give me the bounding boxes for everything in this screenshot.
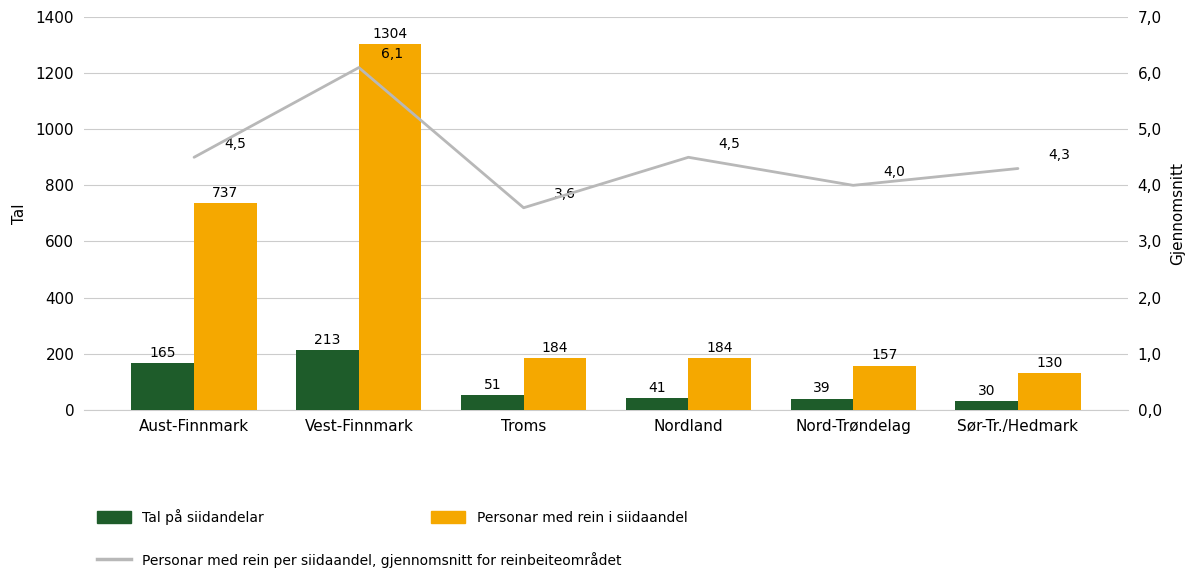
Bar [853, 366, 916, 410]
Bar [132, 364, 194, 410]
Text: 51: 51 [484, 378, 502, 392]
Text: 6,1: 6,1 [380, 47, 403, 61]
Bar [1018, 373, 1080, 410]
Text: 30: 30 [978, 384, 995, 398]
Legend: Personar med rein per siidaandel, gjennomsnitt for reinbeiteområdet: Personar med rein per siidaandel, gjenno… [91, 546, 628, 569]
Text: 737: 737 [212, 185, 239, 200]
Bar [296, 350, 359, 410]
Y-axis label: Tal: Tal [12, 203, 28, 224]
Bar [955, 401, 1018, 410]
Text: 4,0: 4,0 [883, 164, 905, 179]
Bar [359, 44, 421, 410]
Text: 39: 39 [814, 381, 830, 395]
Bar [194, 203, 257, 410]
Y-axis label: Gjennomsnitt: Gjennomsnitt [1170, 162, 1186, 265]
Bar [689, 358, 751, 410]
Bar [523, 358, 587, 410]
Text: 184: 184 [541, 341, 568, 354]
Text: 157: 157 [871, 348, 898, 362]
Text: 3,6: 3,6 [554, 187, 576, 201]
Text: 1304: 1304 [372, 27, 408, 40]
Text: 4,5: 4,5 [719, 137, 740, 151]
Text: 4,5: 4,5 [224, 137, 246, 151]
Text: 165: 165 [150, 346, 176, 360]
Text: 184: 184 [707, 341, 733, 354]
Bar [625, 398, 689, 410]
Text: 130: 130 [1036, 356, 1062, 370]
Text: 41: 41 [648, 381, 666, 395]
Bar [791, 399, 853, 410]
Bar [461, 395, 523, 410]
Text: 213: 213 [314, 333, 341, 347]
Text: 4,3: 4,3 [1048, 148, 1070, 162]
